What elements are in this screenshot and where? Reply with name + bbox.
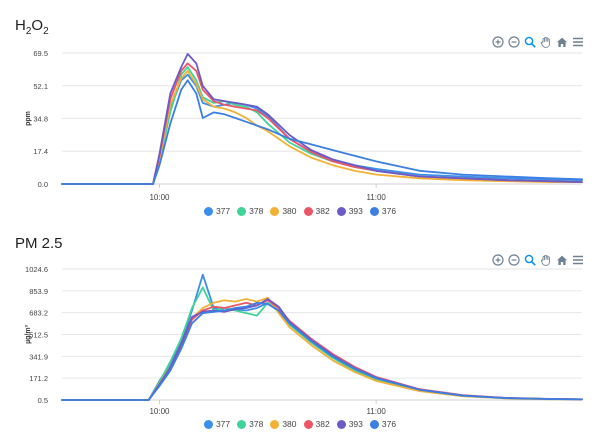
menu-icon[interactable] [572, 254, 584, 266]
series-line-380[interactable] [61, 70, 583, 185]
y-tick-label: 853.9 [29, 287, 48, 296]
y-tick-label: 0.0 [38, 180, 48, 189]
h2o2-panel-title: H2O2 [15, 17, 49, 37]
legend-label: 382 [315, 419, 330, 429]
legend-marker [369, 206, 379, 216]
legend-item-393[interactable]: 393 [336, 419, 363, 429]
legend-marker [203, 419, 213, 429]
x-tick-label: 10:00 [149, 193, 170, 202]
zoom-select-icon[interactable] [524, 36, 536, 48]
pm25-chart[interactable]: 1024.6 853.9 683.2 512.5 341.9 171.2 0.5 10:00 1… [0, 224, 600, 448]
legend-marker [270, 206, 280, 216]
legend-item-393[interactable]: 393 [336, 206, 363, 216]
zoom-out-icon[interactable] [508, 36, 520, 48]
h2o2-chart[interactable]: 69.5 52.1 34.8 17.4 0.0 10:00 11:00 ppm [0, 0, 600, 224]
legend-label: 378 [249, 419, 264, 429]
series-line-376[interactable] [61, 301, 583, 401]
legend-marker [303, 206, 313, 216]
menu-icon[interactable] [572, 36, 584, 48]
x-tick-label: 11:00 [366, 407, 386, 416]
legend-item-378[interactable]: 378 [237, 206, 263, 216]
pm25-legend: 377 378 380 382 393 376 [0, 419, 600, 429]
y-tick-label: 683.2 [29, 309, 48, 318]
legend-label: 376 [381, 206, 397, 216]
y-axis-label: µg/m³ [25, 324, 32, 343]
legend-item-377[interactable]: 377 [203, 419, 231, 429]
pm25-panel-title: PM 2.5 [15, 235, 63, 252]
legend-label: 377 [215, 419, 231, 429]
legend-item-376[interactable]: 376 [369, 419, 397, 429]
legend-label: 376 [381, 419, 397, 429]
legend-marker [369, 419, 379, 429]
legend-item-377[interactable]: 377 [203, 206, 231, 216]
series-line-382[interactable] [61, 62, 583, 185]
legend-label: 393 [348, 419, 363, 429]
h2o2-toolbar [492, 36, 584, 48]
series-line-393[interactable] [61, 53, 583, 185]
legend-label: 382 [315, 206, 330, 216]
legend-marker [303, 419, 313, 429]
h2o2-legend: 377 378 380 382 393 376 [0, 206, 600, 216]
pan-hand-icon[interactable] [540, 254, 552, 266]
legend-item-378[interactable]: 378 [237, 419, 263, 429]
series-line-377[interactable] [61, 73, 583, 185]
y-tick-label: 52.1 [33, 82, 48, 91]
series-line-377[interactable] [61, 273, 583, 401]
legend-label: 380 [282, 419, 297, 429]
legend-marker [237, 419, 247, 429]
legend-item-380[interactable]: 380 [270, 419, 297, 429]
x-tick-label: 11:00 [366, 193, 386, 202]
legend-marker [270, 419, 280, 429]
legend-label: 377 [215, 206, 231, 216]
legend-item-380[interactable]: 380 [270, 206, 297, 216]
zoom-in-icon[interactable] [492, 254, 504, 266]
legend-marker [237, 206, 247, 216]
legend-label: 393 [348, 206, 363, 216]
legend-marker [336, 206, 346, 216]
y-tick-label: 34.8 [33, 114, 48, 123]
legend-label: 380 [282, 206, 297, 216]
y-tick-label: 512.5 [29, 331, 48, 340]
legend-label: 378 [249, 206, 264, 216]
y-tick-label: 17.4 [33, 147, 48, 156]
x-tick-label: 10:00 [149, 407, 170, 416]
y-tick-label: 69.5 [33, 49, 48, 58]
zoom-in-icon[interactable] [492, 36, 504, 48]
reset-home-icon[interactable] [556, 254, 568, 266]
series-line-378[interactable] [61, 286, 583, 401]
zoom-out-icon[interactable] [508, 254, 520, 266]
h2o2-panel: H2O2 69.5 52.1 34.8 17.4 0.0 10:00 11:00 ppm 37… [0, 0, 600, 224]
y-tick-label: 341.9 [29, 352, 48, 361]
reset-home-icon[interactable] [556, 36, 568, 48]
pm25-panel: PM 2.5 1024.6 853.9 683.2 512.5 341.9 171.2 0.… [0, 224, 600, 448]
legend-item-376[interactable]: 376 [369, 206, 397, 216]
y-tick-label: 1024.6 [25, 265, 48, 274]
zoom-select-icon[interactable] [524, 254, 536, 266]
y-tick-label: 171.2 [29, 374, 48, 383]
legend-marker [203, 206, 213, 216]
y-axis-label: ppm [25, 111, 32, 126]
series-line-378[interactable] [61, 66, 583, 185]
series-line-376[interactable] [61, 79, 583, 185]
pm25-toolbar [492, 254, 584, 266]
legend-marker [336, 419, 346, 429]
y-tick-label: 0.5 [38, 396, 48, 405]
legend-item-382[interactable]: 382 [303, 419, 330, 429]
legend-item-382[interactable]: 382 [303, 206, 330, 216]
pan-hand-icon[interactable] [540, 36, 552, 48]
